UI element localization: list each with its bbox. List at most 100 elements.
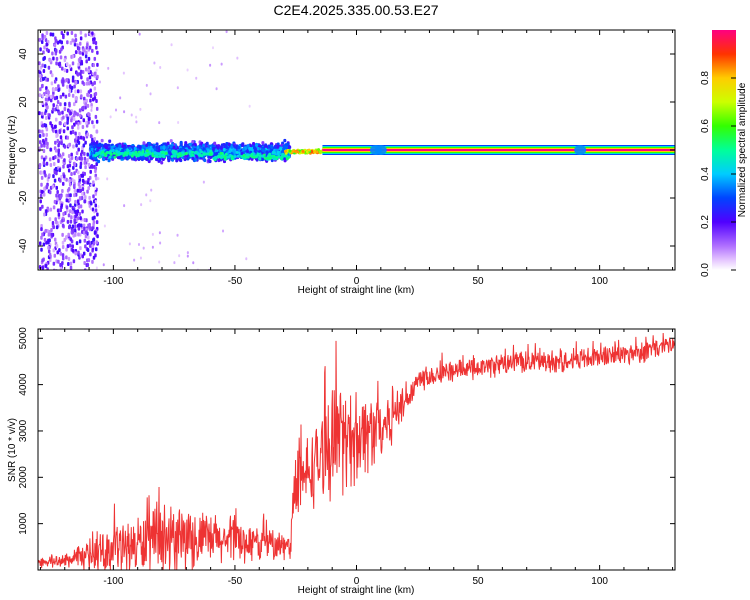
spectrogram-cell <box>95 45 98 50</box>
colorbar-tick-label: 0.6 <box>700 119 711 133</box>
spectrogram-cell <box>81 187 85 192</box>
spectrogram-cell <box>61 218 64 223</box>
spectrogram-cell <box>175 158 179 163</box>
spectrogram-cell <box>138 145 142 149</box>
spectrogram-cell <box>61 240 65 245</box>
spectrogram-cell <box>86 132 90 137</box>
spectrogram-cell <box>60 40 64 45</box>
spectrogram-cell <box>83 156 87 161</box>
spectrogram-cell <box>47 65 51 70</box>
spectrogram-cell <box>85 230 88 235</box>
spectrogram-cell <box>132 157 136 161</box>
snr-xtick-label: -100 <box>103 576 123 587</box>
spectrogram-cell <box>279 157 283 161</box>
spectrogram-cell <box>177 149 181 153</box>
spectrogram-cell <box>43 237 47 242</box>
spectrogram-cell <box>270 145 274 150</box>
spectrogram-cell <box>319 150 323 154</box>
spectrogram-cell <box>148 150 152 154</box>
spectrogram-cell <box>123 204 126 208</box>
spectrogram-cell <box>96 234 99 239</box>
colorbar-tick-label: 0.0 <box>700 263 711 277</box>
spectrogram-cell <box>38 93 42 98</box>
spectrogram-cell <box>153 61 156 65</box>
spectrogram-cell <box>73 161 76 166</box>
spectrogram-cell <box>91 72 94 76</box>
spectrogram-cell <box>53 79 57 84</box>
spectrogram-cell <box>40 189 44 194</box>
spectrogram-cell <box>43 212 46 217</box>
spectrogram-cell <box>205 152 209 156</box>
spectrogram-cell <box>51 221 55 226</box>
spectrogram-cell <box>86 247 90 252</box>
spectrogram-cell <box>55 193 58 198</box>
spectrogram-cell <box>83 199 87 204</box>
spectrogram-cell <box>216 146 220 150</box>
spectrogram-cell <box>158 260 161 264</box>
spectrogram-cell <box>96 50 99 55</box>
spectrogram-cell <box>90 102 93 107</box>
spectrogram-cell <box>68 182 72 187</box>
spectrogram-cell <box>59 263 62 268</box>
spectrogram-cell <box>57 212 61 217</box>
spectrogram-cell <box>137 153 141 157</box>
spectrogram-cell <box>49 70 53 75</box>
spectrogram-cell <box>92 142 96 146</box>
spectrogram-cell <box>85 120 88 125</box>
spectrogram-cell <box>83 96 86 101</box>
spectrogram-cell <box>87 68 90 73</box>
spectrogram-cell <box>169 139 173 143</box>
spectrogram-cell <box>148 148 152 152</box>
spectrogram-ytick-label: -20 <box>18 190 29 205</box>
colorbar-gradient <box>712 30 736 270</box>
spectrogram-cell <box>65 78 69 83</box>
spectrogram-cell <box>91 31 94 36</box>
spectrogram-cell <box>74 96 78 101</box>
snr-series-line <box>38 332 675 570</box>
spectrogram-cell <box>41 266 44 270</box>
spectrogram-cell <box>46 89 49 94</box>
spectrogram-tone <box>322 149 675 151</box>
spectrogram-cell <box>94 203 98 208</box>
spectrogram-cell <box>83 217 86 222</box>
spectrogram-cell <box>89 155 93 160</box>
spectrogram-cell <box>275 156 279 160</box>
spectrogram-cell <box>63 102 67 107</box>
spectrogram-cell <box>59 135 63 140</box>
spectrogram-cell <box>54 217 57 222</box>
spectrogram-cell <box>48 252 52 257</box>
spectrogram-cell <box>125 152 129 156</box>
spectrogram-cell <box>77 170 80 175</box>
spectrogram-cell <box>85 50 88 55</box>
spectrogram-cell <box>235 150 239 154</box>
spectrogram-cell <box>88 195 91 200</box>
spectrogram-cell <box>60 141 63 146</box>
spectrogram-cell <box>63 68 67 73</box>
spectrogram-cell <box>65 234 68 239</box>
spectrogram-cell <box>57 84 60 89</box>
spectrogram-cell <box>116 150 120 154</box>
spectrogram-cell <box>181 153 185 157</box>
spectrogram-cell <box>72 165 75 170</box>
spectrogram-cell <box>43 187 46 192</box>
spectrogram-cell <box>202 147 206 152</box>
spectrogram-cell <box>54 48 58 53</box>
spectrogram-cell <box>68 101 71 106</box>
spectrogram-cell <box>78 108 82 113</box>
spectrogram-cell <box>77 136 80 141</box>
spectrogram-cell <box>71 93 75 98</box>
spectrogram-cell <box>68 84 72 89</box>
spectrogram-cell <box>75 157 79 162</box>
spectrogram-cell <box>117 155 121 160</box>
spectrogram-cell <box>215 87 218 91</box>
spectrogram-cell <box>83 226 86 231</box>
spectrogram-cell <box>78 239 82 244</box>
spectrogram-cell <box>69 203 72 208</box>
spectrogram-cell <box>48 113 51 118</box>
colorbar-tick-label: 0.8 <box>700 71 711 85</box>
spectrogram-cell <box>246 144 250 148</box>
spectrogram-cell <box>97 159 101 164</box>
spectrogram-cell <box>68 243 72 248</box>
spectrogram-cell <box>53 178 57 183</box>
